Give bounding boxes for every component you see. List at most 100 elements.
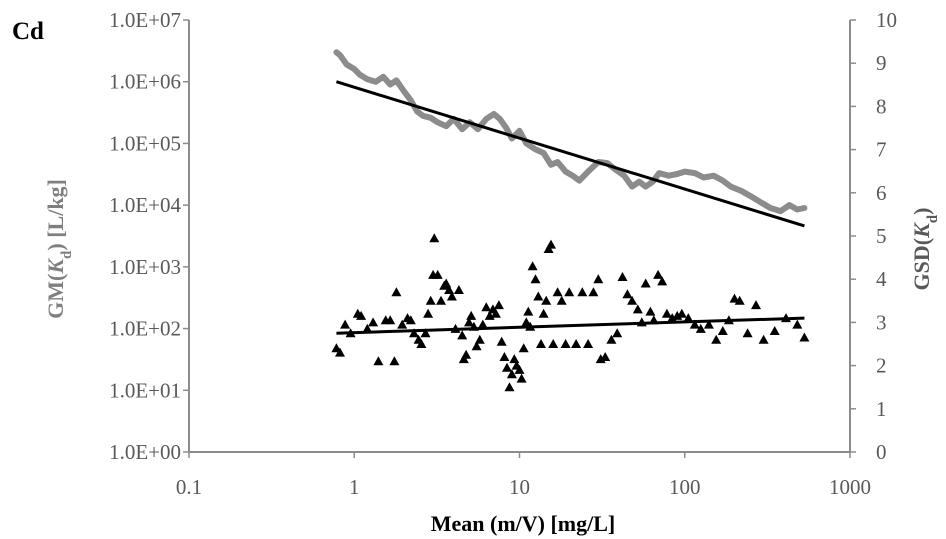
left-y-tick-label: 1.0E+03: [109, 255, 181, 279]
right-y-title-sub: d: [925, 214, 941, 223]
gsd-kd-point: [446, 291, 457, 301]
right-y-tick-label: 4: [876, 267, 887, 291]
gsd-kd-point: [457, 330, 468, 340]
gsd-kd-point: [717, 326, 728, 335]
gsd-kd-point: [622, 289, 633, 299]
gsd-kd-point: [429, 233, 440, 243]
plot-area: 1.0E+00 1.0E+01 1.0E+02 1.0E+03 1.0E+04 1.0E+…: [109, 8, 897, 499]
gsd-kd-point: [742, 328, 753, 338]
gsd-kd-point: [632, 304, 643, 314]
gm-kd-series-line: [333, 49, 808, 215]
gsd-kd-point: [521, 317, 532, 327]
gsd-kd-point: [564, 287, 575, 297]
gsd-kd-point: [425, 295, 436, 305]
gsd-kd-point: [385, 315, 396, 325]
left-y-title-sub: d: [59, 250, 75, 259]
gsd-kd-point: [606, 334, 617, 344]
gsd-kd-point: [571, 339, 582, 348]
gsd-kd-point: [612, 328, 623, 338]
gsd-kd-point: [781, 313, 791, 323]
gsd-kd-point: [362, 323, 373, 333]
gsd-kd-point: [711, 334, 722, 344]
gsd-kd-point: [409, 328, 419, 338]
gsd-kd-point: [340, 319, 351, 329]
right-y-title-tail: ): [909, 208, 934, 215]
gsd-kd-point: [546, 239, 556, 249]
right-y-tick-label: 0: [876, 440, 887, 464]
gsd-kd-point: [695, 323, 706, 333]
right-y-title-italic: K: [909, 222, 934, 239]
left-y-axis-title: GM(Kd) [L/kg]: [43, 179, 75, 319]
right-y-tick-label: 10: [876, 8, 897, 32]
gsd-kd-point: [676, 308, 687, 318]
gsd-kd-point: [588, 287, 599, 297]
x-tick-label: 10: [509, 475, 530, 499]
gsd-kd-point: [450, 323, 461, 333]
gsd-kd-point: [640, 278, 651, 288]
gsd-kd-point: [509, 354, 520, 364]
gsd-kd-point: [461, 349, 472, 359]
gsd-kd-point: [689, 319, 700, 329]
gsd-kd-point: [593, 274, 604, 284]
right-y-title-main: GSD(: [909, 238, 934, 291]
gsd-kd-point: [416, 339, 427, 348]
gsd-kd-point: [397, 319, 408, 329]
gsd-kd-point: [751, 300, 761, 310]
gsd-kd-point: [477, 319, 488, 329]
gsd-kd-point: [523, 306, 534, 316]
left-y-title-tail: ) [L/kg]: [43, 179, 68, 251]
right-y-tick-label: 7: [876, 138, 887, 162]
gsd-kd-point: [657, 276, 668, 286]
gsd-kd-point: [466, 310, 477, 320]
gsd-kd-point: [373, 356, 384, 366]
gsd-kd-point: [530, 274, 541, 284]
x-tick-label: 1: [349, 475, 360, 499]
x-tick-label: 1000: [829, 475, 871, 499]
right-y-tick-label: 6: [876, 181, 887, 205]
gsd-kd-point: [464, 317, 474, 327]
gsd-kd-point: [799, 332, 810, 342]
gsd-kd-point: [536, 339, 546, 348]
gsd-kd-point: [493, 300, 504, 310]
gsd-kd-point: [600, 352, 611, 361]
gsd-kd-point: [432, 269, 443, 279]
gsd-kd-point: [541, 295, 552, 305]
x-axis-title: Mean (m/V) [mg/L]: [431, 511, 616, 536]
gsd-kd-point: [335, 347, 345, 357]
gsd-kd-point: [661, 308, 672, 318]
x-tick-label: 100: [669, 475, 701, 499]
gsd-kd-point: [436, 295, 446, 305]
gsd-kd-point: [723, 315, 734, 325]
gsd-kd-point: [560, 339, 571, 348]
right-y-axis-title: GSD(Kd): [909, 208, 941, 291]
gsd-kd-point: [769, 326, 780, 335]
gsd-kd-point: [525, 321, 536, 331]
gsd-kd-point: [552, 287, 563, 297]
gsd-kd-point: [514, 364, 525, 374]
gsd-kd-point: [556, 295, 567, 305]
gsd-kd-point: [653, 269, 664, 279]
left-y-tick-label: 1.0E+00: [109, 440, 181, 464]
gsd-kd-point: [471, 341, 482, 351]
gsd-kd-point: [577, 287, 588, 297]
gsd-kd-point: [516, 373, 527, 383]
gsd-kd-point: [420, 328, 431, 338]
gsd-kd-point: [405, 315, 416, 325]
gsd-kd-point: [506, 369, 517, 379]
right-y-tick-label: 3: [876, 310, 887, 334]
left-y-tick-label: 1.0E+06: [109, 70, 181, 94]
gsd-kd-point: [617, 272, 628, 281]
gsd-kd-point: [538, 308, 549, 318]
left-y-title-main: GM(: [43, 274, 68, 319]
left-y-tick-label: 1.0E+04: [109, 193, 181, 217]
gsd-kd-point: [583, 339, 594, 348]
gsd-kd-point: [758, 334, 769, 344]
gsd-kd-point: [703, 319, 714, 329]
axis-ticks: 1.0E+00 1.0E+01 1.0E+02 1.0E+03 1.0E+04 1.0E+…: [109, 8, 897, 499]
gsd-kd-point: [502, 362, 512, 372]
right-y-tick-label: 1: [876, 397, 887, 421]
gsd-kd-point: [345, 328, 356, 338]
left-y-tick-label: 1.0E+02: [109, 317, 181, 341]
gsd-kd-point: [496, 336, 507, 346]
gsd-kd-point: [504, 382, 515, 392]
